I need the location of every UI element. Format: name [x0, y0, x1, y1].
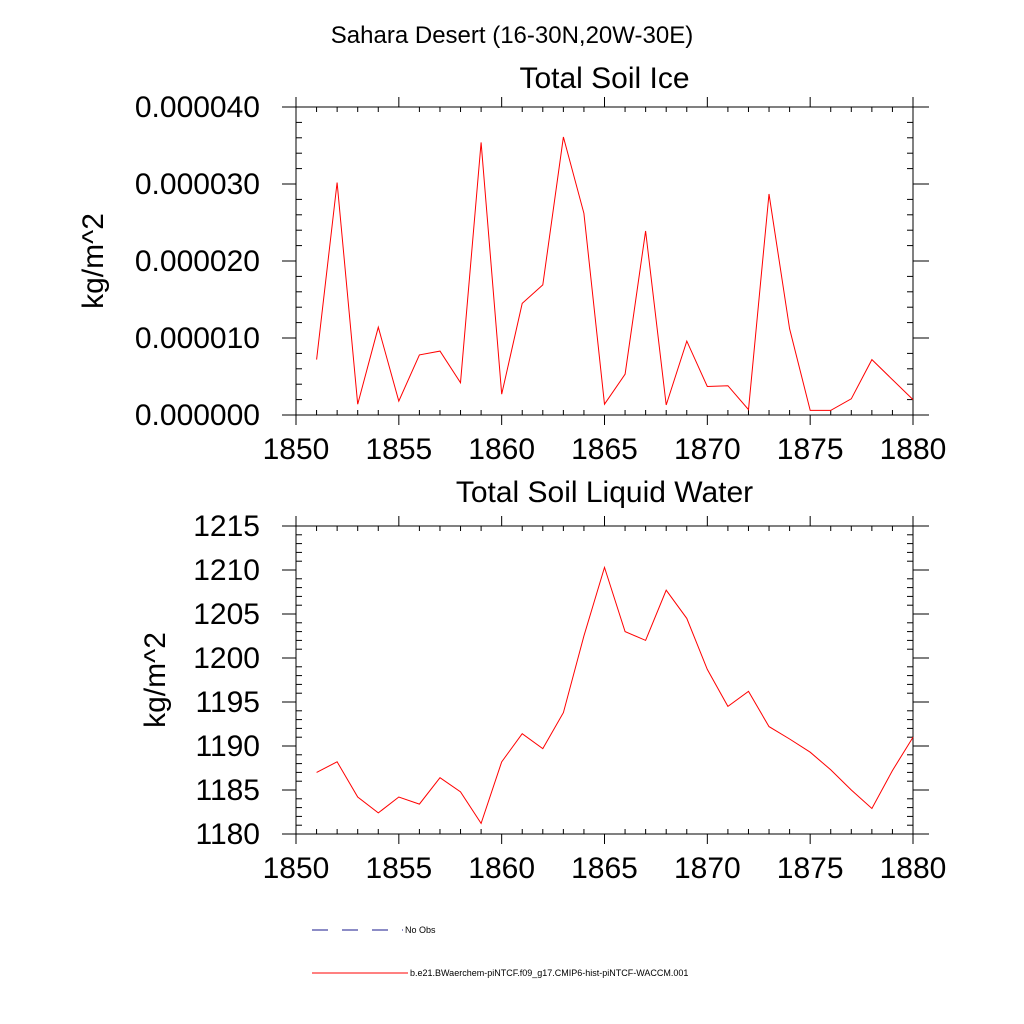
y-tick-label: 0.000000 — [135, 399, 260, 432]
x-tick-label: 1860 — [468, 852, 535, 885]
x-tick-label: 1870 — [674, 852, 741, 885]
series-line — [316, 136, 914, 411]
y-axis-label: kg/m^2 — [77, 213, 110, 309]
legend: No Obs b.e21.BWaerchem-piNTCF.f09_g17.CM… — [312, 925, 688, 978]
y-tick-label: 1200 — [193, 642, 260, 675]
x-tick-label: 1850 — [263, 433, 330, 466]
x-tick-label: 1850 — [263, 852, 330, 885]
panel-title: Total Soil Ice — [519, 62, 689, 95]
y-tick-label: 0.000040 — [135, 91, 260, 124]
x-tick-label: 1875 — [777, 433, 844, 466]
y-tick-label: 1215 — [193, 510, 260, 543]
y-tick-label: 1195 — [195, 686, 260, 719]
x-tick-label: 1855 — [365, 852, 432, 885]
x-tick-label: 1880 — [880, 852, 947, 885]
x-tick-label: 1855 — [365, 433, 432, 466]
x-tick-label: 1875 — [777, 852, 844, 885]
x-tick-label: 1860 — [468, 433, 535, 466]
y-tick-label: 0.000010 — [135, 322, 260, 355]
y-tick-label: 0.000030 — [135, 168, 260, 201]
x-tick-label: 1870 — [674, 433, 741, 466]
y-tick-label: 1185 — [195, 774, 260, 807]
y-tick-label: 1210 — [193, 554, 260, 587]
plot-frame — [295, 525, 914, 835]
y-tick-label: 1190 — [195, 730, 260, 763]
y-axis-label: kg/m^2 — [139, 632, 172, 728]
panel-soil-liquid-water: 1850 1855 1860 1865 1870 1875 1880 1180 1185 1190… — [139, 476, 946, 885]
legend-model-label: b.e21.BWaerchem-piNTCF.f09_g17.CMIP6-his… — [410, 968, 688, 978]
series-line — [316, 565, 914, 825]
x-tick-label: 1865 — [571, 852, 638, 885]
legend-obs-label: No Obs — [405, 925, 436, 935]
x-tick-label: 1865 — [571, 433, 638, 466]
y-tick-label: 1180 — [195, 818, 260, 851]
panel-soil-ice: 1850 1855 1860 1865 1870 1875 1880 0.000000 0.00… — [77, 62, 946, 466]
figure-title: Sahara Desert (16-30N,20W-30E) — [331, 22, 693, 49]
y-tick-label: 0.000020 — [135, 245, 260, 278]
plot-frame — [295, 106, 914, 416]
panel-title: Total Soil Liquid Water — [456, 476, 753, 509]
x-tick-label: 1880 — [880, 433, 947, 466]
y-tick-label: 1205 — [193, 598, 260, 631]
